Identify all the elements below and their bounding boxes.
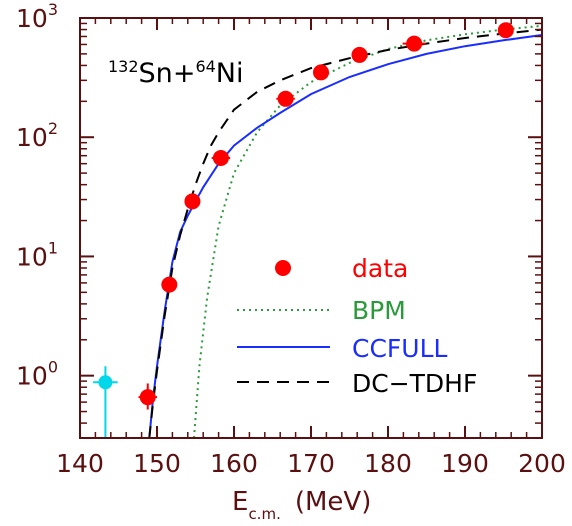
data-point-5	[313, 64, 330, 81]
legend-marker-data	[275, 260, 291, 276]
x-tick-label-190: 190	[441, 449, 489, 478]
data-points	[93, 22, 514, 438]
data-point-1	[161, 276, 178, 293]
legend-label-dctdhf: DC−TDHF	[352, 369, 477, 398]
data-point-0	[139, 389, 156, 406]
legend-label-bpm: BPM	[352, 296, 406, 325]
data-point-6	[351, 46, 368, 63]
y-tick-label-100: 102	[16, 119, 58, 152]
y-tick-label-10: 101	[16, 238, 58, 271]
data-point-4	[277, 90, 294, 107]
series-line-dctdhf	[148, 28, 542, 438]
model-curves	[148, 24, 542, 438]
x-tick-label-200: 200	[518, 449, 566, 478]
reaction-label: 132Sn+64Ni	[108, 57, 244, 89]
x-tick-label-160: 160	[210, 449, 258, 478]
x-tick-label-170: 170	[287, 449, 335, 478]
data-point-3	[212, 149, 229, 166]
x-axis-label: Ec.m. (MeV)	[232, 487, 371, 523]
legend: data BPM CCFULL DC−TDHF	[237, 254, 477, 398]
y-tick-label-1000: 103	[16, 0, 58, 33]
x-tick-label-140: 140	[56, 449, 104, 478]
x-tick-label-180: 180	[364, 449, 412, 478]
data-point-low	[98, 375, 113, 390]
axes: 140 150 160 170 180 190 200 100 101 102 103	[16, 0, 566, 478]
data-point-8	[497, 22, 514, 39]
x-tick-label-150: 150	[133, 449, 181, 478]
legend-label-ccfull: CCFULL	[352, 334, 448, 363]
data-point-7	[406, 35, 423, 52]
legend-label-data: data	[352, 254, 408, 283]
data-point-2	[184, 193, 201, 210]
series-line-ccfull	[148, 34, 542, 438]
y-tick-label-1: 100	[16, 358, 58, 391]
